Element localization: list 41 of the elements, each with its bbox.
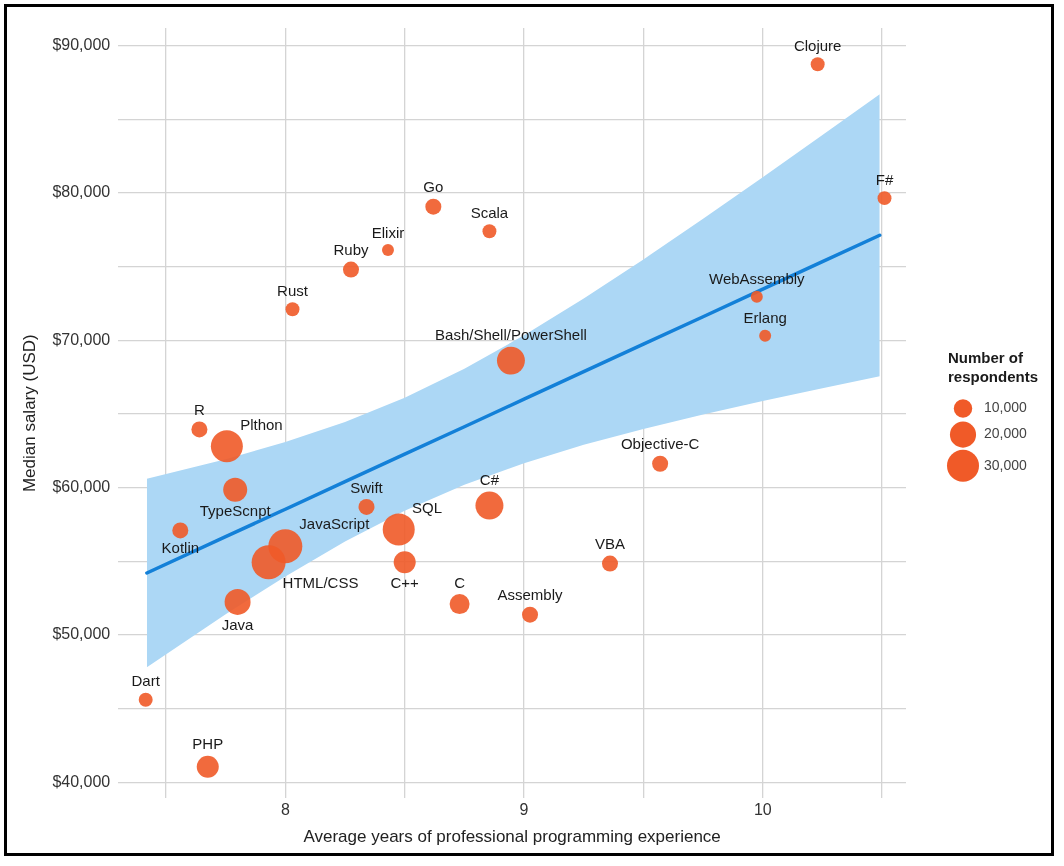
annotation: Scala <box>470 203 509 221</box>
annotation: Swift <box>350 478 384 496</box>
x-tick-label: 8 <box>280 801 290 819</box>
y-tick-label: $60,000 <box>52 477 111 495</box>
annotation: Kotlin <box>161 539 200 557</box>
annotation: Elixir <box>371 223 405 241</box>
annotation: Bash/Shell/PowerShell <box>435 326 587 344</box>
annotation: SQL <box>412 498 443 516</box>
annotation: Java <box>221 615 255 633</box>
annotation: Assembly <box>497 586 564 604</box>
legend-label: 10,000 <box>984 399 1028 416</box>
annotation: Dart <box>131 672 161 690</box>
annotation: Ruby <box>333 241 369 259</box>
y-tick-label: $50,000 <box>52 625 111 643</box>
annotation: Objective-C <box>620 435 700 453</box>
annotation: Erlang <box>743 309 787 327</box>
annotation: C# <box>479 471 500 489</box>
annotation: R <box>193 401 205 419</box>
annotation: C++ <box>390 573 420 591</box>
annotation: VBA <box>594 535 625 553</box>
x-axis-title: Average years of professional programming experience <box>303 827 721 847</box>
annotation: PHP <box>192 735 224 753</box>
annotation: Plthon <box>240 415 283 433</box>
legend-title: Number of respondents <box>948 349 1039 386</box>
annotation: C <box>454 573 466 591</box>
legend-label: 30,000 <box>984 456 1028 473</box>
annotation: Clojure <box>793 36 842 54</box>
annotation: JavaScript <box>299 514 371 532</box>
y-tick-label: $80,000 <box>52 183 111 201</box>
annotation: Go <box>423 178 444 196</box>
y-tick-label: $90,000 <box>52 36 111 54</box>
y-tick-label: $70,000 <box>52 330 111 348</box>
annotation: F# <box>875 170 894 188</box>
legend-label: 20,000 <box>984 425 1028 442</box>
y-tick-label: $40,000 <box>52 772 111 790</box>
annotation: HTML/CSS <box>282 573 359 591</box>
x-tick-label: 9 <box>519 801 529 819</box>
annotation: TypeScnpt <box>199 502 272 520</box>
x-tick-label: 10 <box>753 801 772 819</box>
y-axis-title: Median salary (USD) <box>19 334 39 493</box>
annotation: Rust <box>277 281 309 299</box>
